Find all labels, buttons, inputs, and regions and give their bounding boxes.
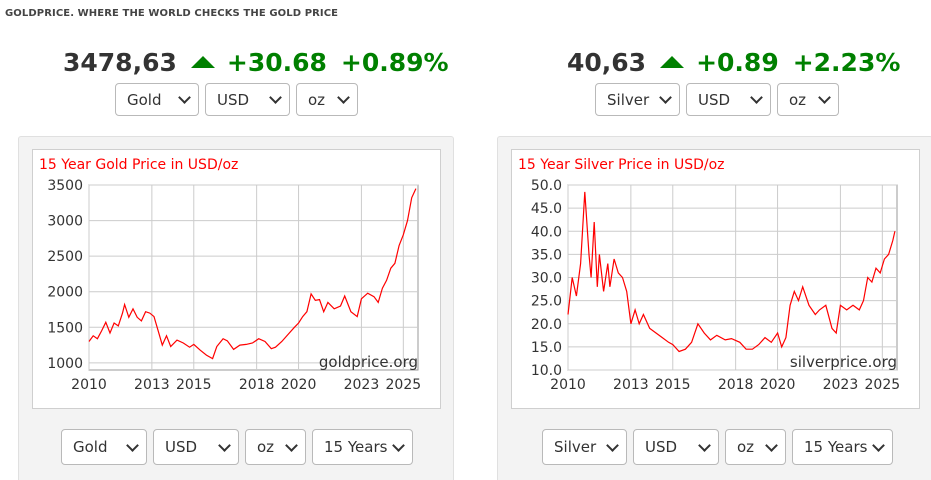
silver-y-tick-label: 25.0 <box>531 294 562 310</box>
gold-price-line <box>88 188 417 360</box>
gold-chart-currency-select[interactable]: USD <box>153 429 239 465</box>
gold-currency-select[interactable]: USD <box>205 83 290 116</box>
gold-chart-title: 15 Year Gold Price in USD/oz <box>39 157 238 173</box>
gold-x-tick-label: 2013 <box>134 377 170 393</box>
gold-chart-currency-select-value: USD <box>165 438 198 456</box>
silver-y-tick-label: 10.0 <box>531 363 562 379</box>
gold-x-tick-label: 2023 <box>344 377 380 393</box>
chevron-down-icon <box>337 91 350 104</box>
silver-currency-select[interactable]: USD <box>686 83 771 116</box>
silver-x-tick-label: 2025 <box>865 377 901 393</box>
silver-price: 40,63 <box>567 47 647 77</box>
gold-y-tick-label: 1500 <box>47 320 83 336</box>
gold-price: 3478,63 <box>63 47 177 77</box>
gold-x-tick-label: 2010 <box>71 377 107 393</box>
chevron-down-icon <box>218 439 231 452</box>
silver-y-tick-label: 40.0 <box>531 224 562 240</box>
silver-x-tick-label: 2010 <box>550 377 586 393</box>
chevron-down-icon <box>285 439 298 452</box>
silver-chart-currency-select-value: USD <box>645 438 678 456</box>
silver-unit-select-value: oz <box>789 90 807 109</box>
chevron-down-icon <box>126 439 139 452</box>
gold-y-tick-label: 1000 <box>47 356 83 372</box>
silver-x-tick-label: 2020 <box>760 377 796 393</box>
gold-unit-select[interactable]: oz <box>296 83 358 116</box>
silver-x-tick-label: 2015 <box>655 377 691 393</box>
silver-chart-title: 15 Year Silver Price in USD/oz <box>518 157 725 173</box>
silver-metal-select-value: Silver <box>607 90 650 109</box>
silver-y-tick-label: 45.0 <box>531 201 562 217</box>
gold-x-tick-label: 2020 <box>281 377 317 393</box>
silver-chart-metal-select-value: Silver <box>554 438 597 456</box>
silver-metal-select[interactable]: Silver <box>595 83 680 116</box>
silver-chart-unit-select[interactable]: oz <box>725 429 786 465</box>
gold-chart-unit-select-value: oz <box>257 438 275 456</box>
silver-chart-period-select-value: 15 Years <box>804 438 868 456</box>
chevron-down-icon <box>606 439 619 452</box>
gold-y-tick-label: 2000 <box>47 285 83 301</box>
silver-price-chart: 15 Year Silver Price in USD/oz 10.0 15.0 2… <box>518 157 901 393</box>
gold-chart-container: 15 Year Gold Price in USD/oz 1000 1500 200… <box>32 149 441 409</box>
gold-metal-select[interactable]: Gold <box>115 83 199 116</box>
silver-up-arrow-icon <box>660 56 685 68</box>
chevron-down-icon <box>178 91 191 104</box>
gold-y-tick-label: 3500 <box>47 178 83 194</box>
silver-y-tick-label: 15.0 <box>531 340 562 356</box>
silver-chart-metal-select[interactable]: Silver <box>542 429 627 465</box>
gold-chart-metal-select-value: Gold <box>73 438 108 456</box>
gold-ticker: 3478,63 +30.68 +0.89% <box>63 46 449 78</box>
silver-unit-select[interactable]: oz <box>777 83 839 116</box>
chevron-down-icon <box>659 91 672 104</box>
silver-chart-period-select[interactable]: 15 Years <box>792 429 893 465</box>
silver-change: +0.89 <box>696 47 779 77</box>
gold-chart-period-select[interactable]: 15 Years <box>312 429 413 465</box>
chevron-down-icon <box>872 439 885 452</box>
gold-currency-select-value: USD <box>217 90 250 109</box>
silver-ticker: 40,63 +0.89 +2.23% <box>567 46 900 78</box>
gold-unit-select-value: oz <box>308 90 326 109</box>
site-tagline: GOLDPRICE. WHERE THE WORLD CHECKS THE GO… <box>5 8 339 19</box>
chevron-down-icon <box>818 91 831 104</box>
chevron-down-icon <box>392 439 405 452</box>
silver-change-pct: +2.23% <box>792 47 901 77</box>
gold-chart-unit-select[interactable]: oz <box>245 429 306 465</box>
silver-watermark: silverprice.org <box>790 353 897 371</box>
silver-chart-currency-select[interactable]: USD <box>633 429 719 465</box>
gold-price-chart: 15 Year Gold Price in USD/oz 1000 1500 200… <box>39 157 422 393</box>
silver-x-tick-label: 2013 <box>613 377 649 393</box>
gold-chart-period-select-value: 15 Years <box>324 438 388 456</box>
gold-x-tick-label: 2018 <box>239 377 275 393</box>
silver-y-tick-label: 50.0 <box>531 178 562 194</box>
silver-y-tick-label: 20.0 <box>531 317 562 333</box>
silver-price-line <box>567 191 896 353</box>
gold-y-tick-label: 3000 <box>47 214 83 230</box>
gold-metal-select-value: Gold <box>127 90 162 109</box>
silver-chart-container: 15 Year Silver Price in USD/oz 10.0 15.0 2… <box>511 149 920 409</box>
gold-x-tick-label: 2015 <box>176 377 212 393</box>
gold-watermark: goldprice.org <box>319 353 418 371</box>
chevron-down-icon <box>765 439 778 452</box>
chevron-down-icon <box>698 439 711 452</box>
gold-change: +30.68 <box>226 47 327 77</box>
gold-x-tick-label: 2025 <box>386 377 422 393</box>
silver-currency-select-value: USD <box>698 90 731 109</box>
chevron-down-icon <box>750 91 763 104</box>
silver-x-tick-label: 2018 <box>718 377 754 393</box>
gold-change-pct: +0.89% <box>340 47 449 77</box>
chevron-down-icon <box>269 91 282 104</box>
gold-up-arrow-icon <box>190 56 215 68</box>
gold-y-tick-label: 2500 <box>47 249 83 265</box>
silver-x-tick-label: 2023 <box>823 377 859 393</box>
silver-y-tick-label: 30.0 <box>531 271 562 287</box>
silver-y-tick-label: 35.0 <box>531 247 562 263</box>
silver-chart-unit-select-value: oz <box>737 438 755 456</box>
gold-chart-metal-select[interactable]: Gold <box>61 429 147 465</box>
